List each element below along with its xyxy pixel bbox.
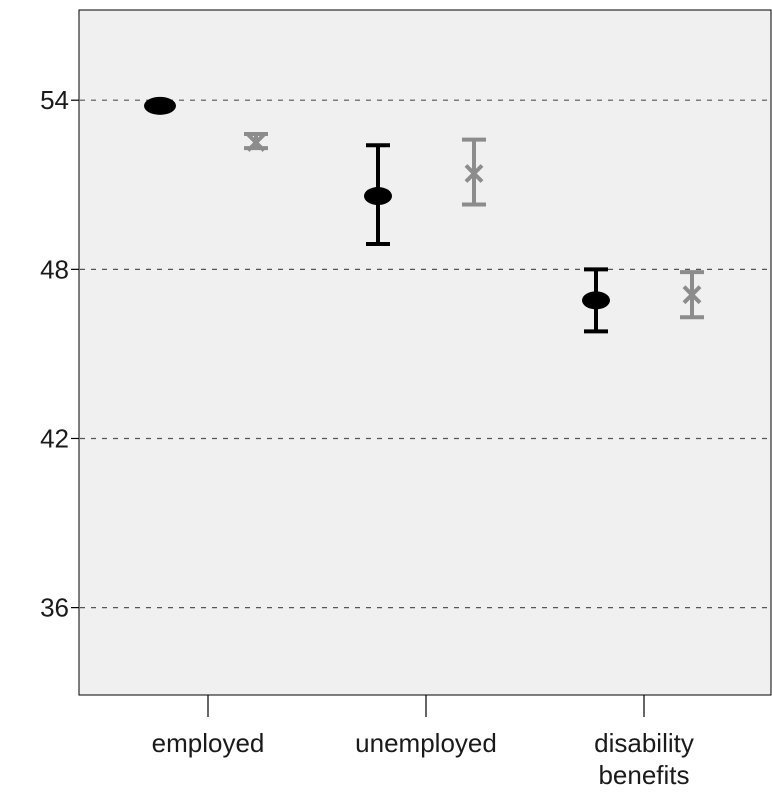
series-2-employed <box>244 132 268 152</box>
x-tick-label-employed: employed <box>152 728 265 758</box>
series-2-unemployed <box>462 137 486 207</box>
series-1-disability-benefits <box>582 267 610 334</box>
plot-area <box>78 9 772 696</box>
y-tick-label-36: 36 <box>40 593 69 623</box>
data-series <box>144 96 704 334</box>
point-marker-x-b <box>464 164 484 183</box>
point-marker-x-b <box>682 285 702 305</box>
x-axis: employed unemployed disability benefits <box>152 695 694 790</box>
grid-lines <box>80 99 770 609</box>
y-axis: 36 42 48 54 <box>40 85 79 623</box>
series-2-disability-benefits <box>680 270 704 320</box>
y-tick-label-54: 54 <box>40 85 69 115</box>
point-marker-circle <box>582 291 610 310</box>
y-tick-label-48: 48 <box>40 254 69 284</box>
series-1-employed <box>144 96 176 115</box>
x-tick-label-disability-benefits: disability benefits <box>594 728 694 790</box>
x-tick-label-line: employed <box>152 728 265 758</box>
series-1-unemployed <box>364 143 392 246</box>
x-tick-label-line: unemployed <box>355 728 497 758</box>
point-marker-circle <box>144 96 176 115</box>
x-tick-label-line: benefits <box>598 760 689 790</box>
y-tick-label-42: 42 <box>40 423 69 453</box>
x-tick-label-unemployed: unemployed <box>355 728 497 758</box>
x-tick-label-line: disability <box>594 728 694 758</box>
point-marker-x-b <box>246 133 266 152</box>
point-marker-circle <box>364 187 392 206</box>
